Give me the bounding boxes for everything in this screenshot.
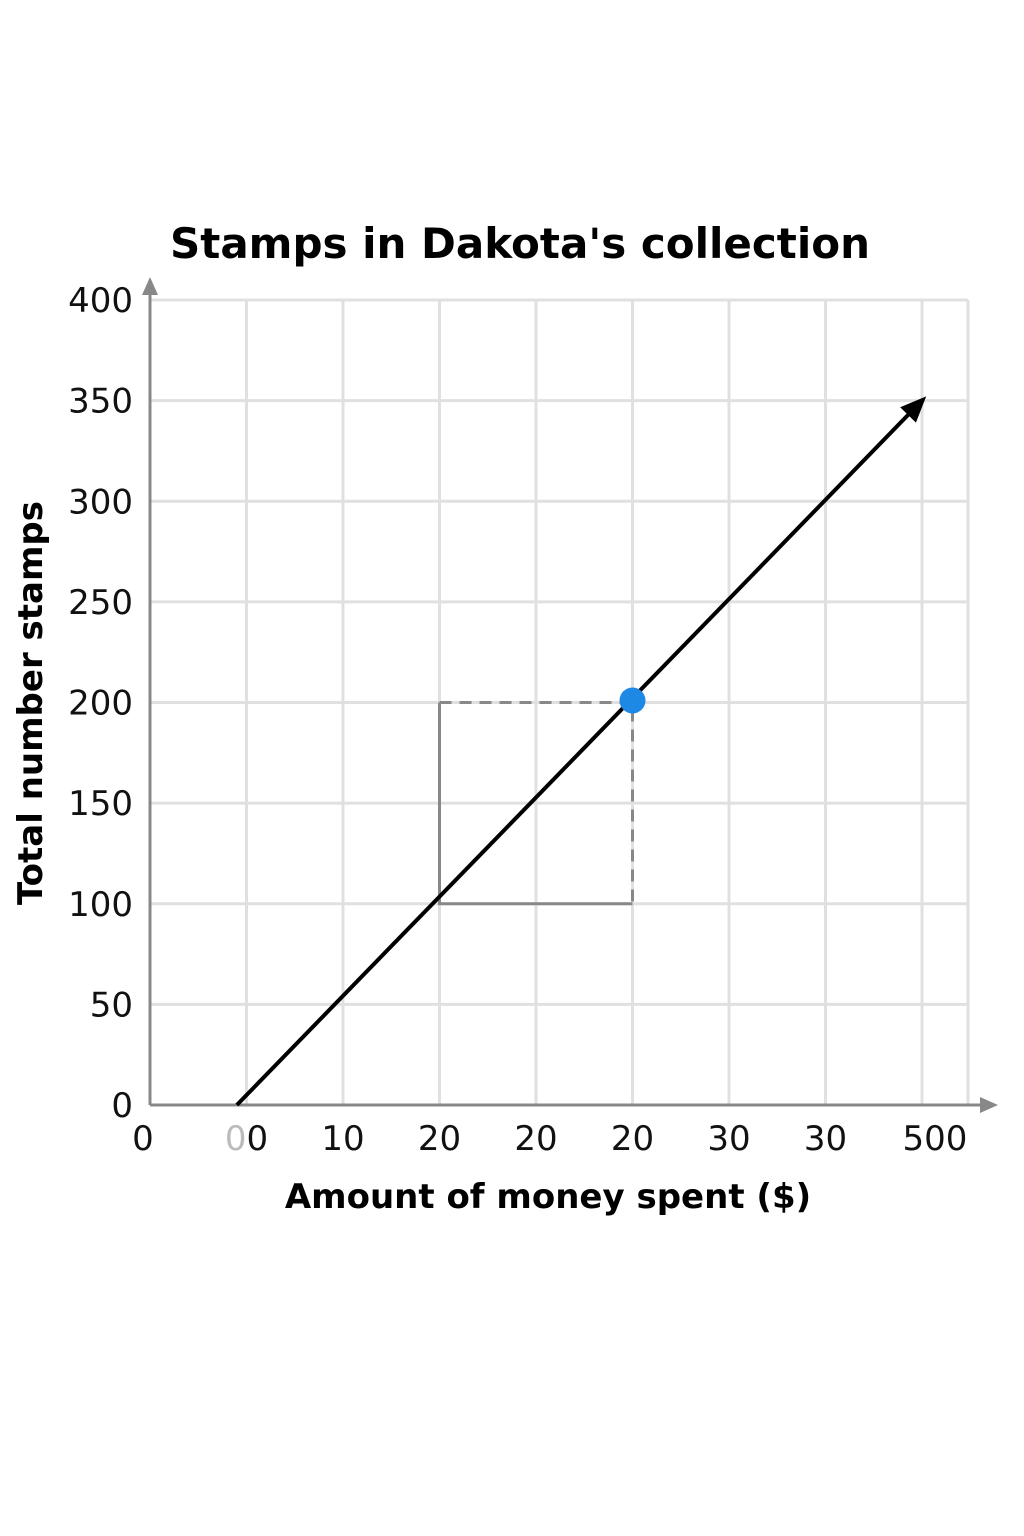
grid [150,298,970,1105]
y-tick-label: 200 [68,684,133,724]
x-tick-label: 0 [132,1119,154,1159]
x-tick-label: 30 [804,1119,847,1159]
x-tick-label: 20 [611,1119,654,1159]
series-line [235,399,924,1107]
y-tick-label: 350 [68,382,133,422]
plot-area [235,396,927,1107]
x-axis-label: Amount of money spent ($) [285,1177,811,1217]
x-tick-label: 10 [321,1119,364,1159]
y-tick-label: 100 [68,885,133,925]
y-tick-label: 150 [68,784,133,824]
slope-triangle-solid [438,702,633,906]
series-arrowhead [900,396,927,423]
x-tick-label: 20 [418,1119,461,1159]
y-tick-label: 50 [90,985,133,1025]
y-tick-label: 0 [111,1086,133,1126]
x-tick-label: 00 [225,1119,268,1159]
y-tick-label: 250 [68,583,133,623]
axes [142,277,998,1113]
x-tick-label: 30 [707,1119,750,1159]
x-axis-arrow [980,1097,998,1113]
slope-triangle-dashed [439,701,634,904]
chart-title: Stamps in Dakota's collection [170,219,870,268]
x-tick-label: 20 [514,1119,557,1159]
y-axis-arrow [142,277,158,295]
x-tick-label: 500 [903,1119,968,1159]
y-tick-label: 400 [68,281,133,321]
highlight-point [619,687,646,714]
y-axis-label: Total number stamps [11,501,51,905]
y-tick-label: 300 [68,482,133,522]
